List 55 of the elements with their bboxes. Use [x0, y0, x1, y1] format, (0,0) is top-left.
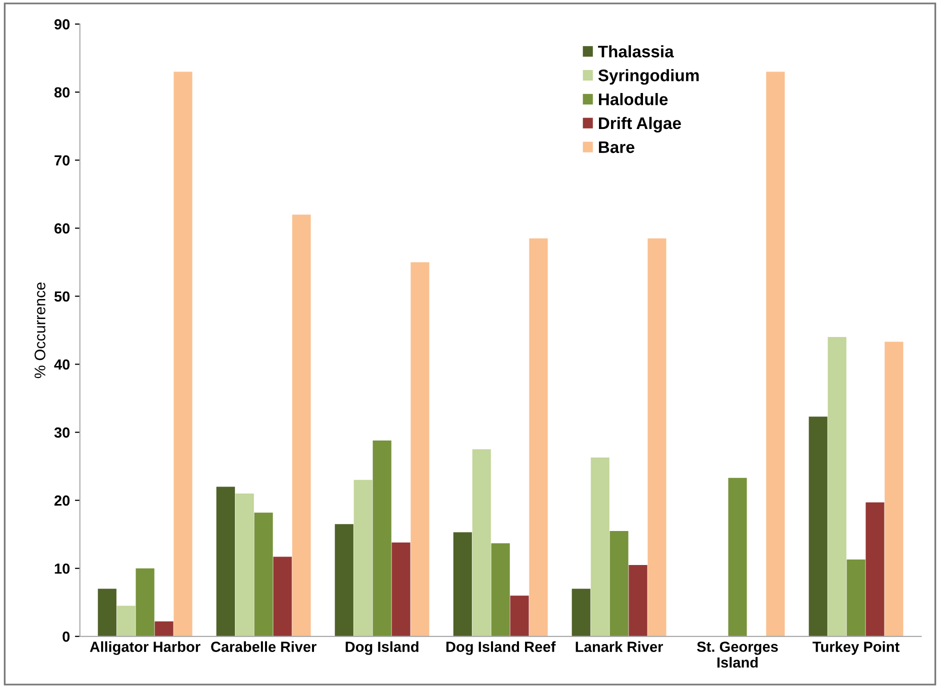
y-tick-label: 40: [54, 359, 70, 370]
bar: [292, 214, 311, 636]
bar: [866, 502, 884, 636]
bar: [372, 440, 392, 636]
bar: [216, 486, 235, 636]
y-tick-label: 70: [54, 155, 70, 166]
x-tick-label: Dog Island: [346, 641, 418, 655]
bar: [529, 238, 548, 636]
bar: [808, 416, 828, 636]
bar: [472, 449, 491, 636]
bar: [728, 478, 747, 636]
bar: [590, 457, 610, 636]
x-tick-label: Dog Island Reef: [446, 641, 556, 655]
bar: [136, 568, 154, 636]
bar: [766, 72, 785, 636]
bar: [116, 606, 136, 636]
bar: [273, 556, 292, 636]
y-tick-label: 30: [54, 427, 70, 438]
bar: [453, 532, 472, 636]
bar: [354, 480, 372, 636]
bar: [235, 494, 254, 636]
y-tick-label: 20: [54, 495, 70, 506]
bar: [154, 621, 174, 636]
bar: [610, 530, 628, 636]
legend-label: Bare: [598, 141, 634, 154]
bar: [884, 342, 904, 636]
legend-label: Halodule: [598, 93, 668, 106]
legend-label: Drift Algae: [598, 116, 681, 132]
y-tick-label: 50: [54, 291, 70, 302]
bar: [392, 542, 410, 636]
bar: [628, 564, 648, 636]
legend-label: Syringodium: [598, 69, 699, 85]
bar: [491, 543, 510, 636]
bar: [334, 524, 354, 636]
bar: [828, 337, 846, 636]
bar: [648, 238, 666, 636]
y-tick-label: 80: [54, 87, 70, 98]
y-tick-label: 0: [62, 632, 70, 642]
x-tick-label: Carabelle River: [211, 641, 316, 652]
bar: [98, 588, 116, 636]
bar: [846, 560, 866, 636]
x-tick-label: Alligator Harbor: [90, 641, 200, 655]
bar: [572, 588, 590, 636]
x-tick-label: Lanark River: [576, 641, 663, 652]
y-tick-label: 10: [54, 563, 70, 574]
bar: [174, 72, 192, 636]
bar: [254, 512, 273, 636]
legend-label: Thalassia: [598, 45, 674, 58]
bar: [510, 596, 529, 636]
y-tick-label: 60: [54, 223, 70, 234]
x-tick-label: Turkey Point: [812, 641, 900, 655]
bar: [410, 262, 430, 636]
y-tick-label: 90: [54, 19, 70, 30]
y-axis-title: % Occurrence: [34, 282, 46, 378]
x-tick-label: St. Georges Island: [697, 642, 778, 668]
